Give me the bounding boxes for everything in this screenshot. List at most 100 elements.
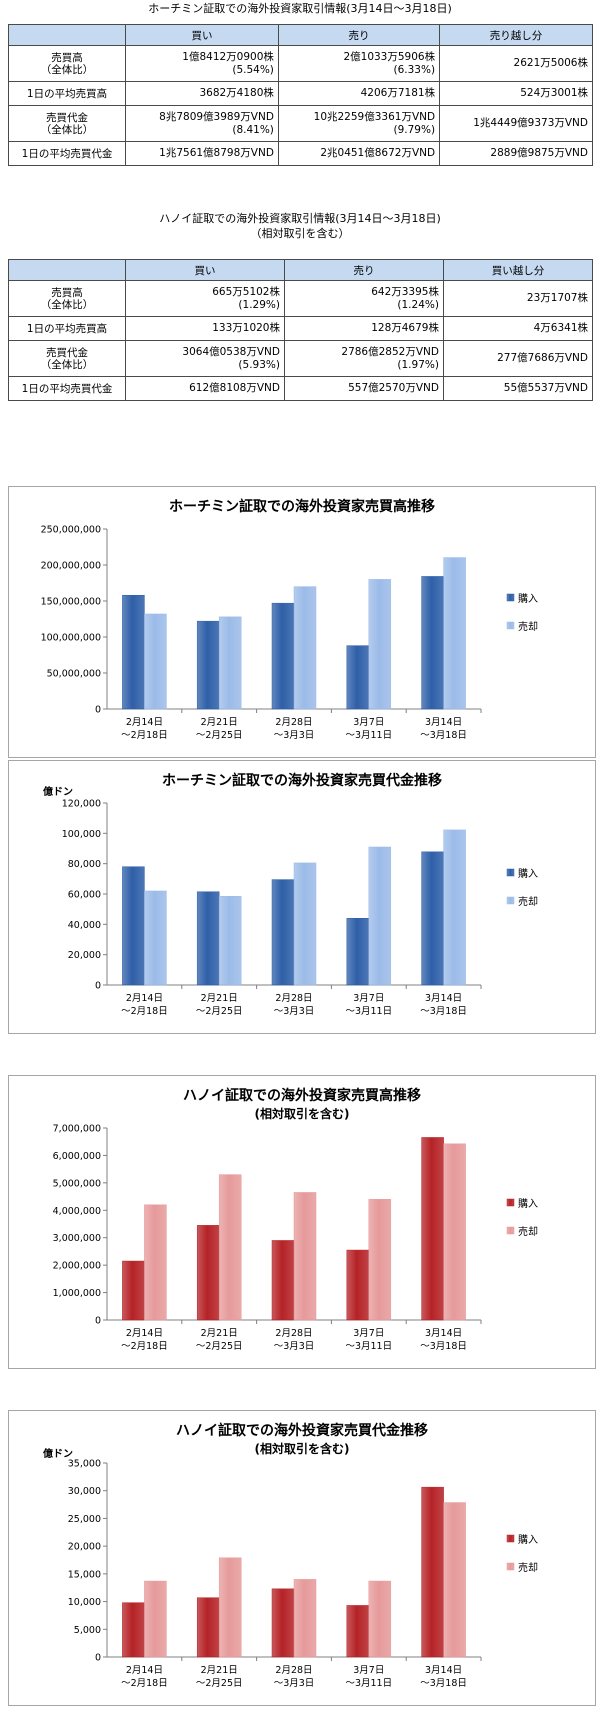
table-row: 売買高 （全体比） 665万5102株 (1.29%) 642万3395株 (1.24… xyxy=(8,280,594,317)
y-tick-label: 4,000,000 xyxy=(53,1206,101,1217)
legend-swatch xyxy=(506,1562,515,1571)
x-tick-label: 2月14日 xyxy=(126,1665,163,1676)
bar-buy xyxy=(346,918,370,986)
legend-swatch xyxy=(506,621,515,630)
x-tick-label: ～2月18日 xyxy=(121,1341,168,1352)
bar-sell xyxy=(144,1580,167,1658)
y-tick-label: 30,000 xyxy=(68,1486,101,1497)
x-tick-label: 2月14日 xyxy=(126,717,163,728)
y-tick-label: 100,000 xyxy=(62,829,101,840)
bar-sell xyxy=(368,846,392,986)
x-tick-label: 3月7日 xyxy=(353,1328,384,1339)
x-tick-label: 3月7日 xyxy=(353,1665,384,1676)
y-tick-label: 0 xyxy=(95,981,101,992)
x-tick-label: ～2月25日 xyxy=(196,1341,243,1352)
chart-hn-value-svg: ハノイ証取での海外投資家売買代金推移 (相対取引を含む) 億ドン 0 5,000 10,0… xyxy=(43,1422,538,1689)
bar-buy xyxy=(122,1260,145,1321)
bar-sell xyxy=(293,1192,317,1321)
x-tick-label: 3月7日 xyxy=(353,993,384,1004)
x-tick-label: ～2月18日 xyxy=(121,730,168,741)
col-header-net: 買い越し分 xyxy=(442,259,594,281)
bar-sell xyxy=(293,586,317,710)
x-tick-label: ～3月11日 xyxy=(345,1006,392,1017)
x-tick-label: 3月14日 xyxy=(425,1665,462,1676)
cell-net: 55億5537万VND xyxy=(442,376,594,401)
x-tick-label: 2月14日 xyxy=(126,993,163,1004)
cell-sell: 2億1033万5906株 (6.33%) xyxy=(277,45,441,82)
legend-swatch xyxy=(506,1534,515,1543)
x-tick-label: ～2月25日 xyxy=(196,730,243,741)
cell-net: 277億7686万VND xyxy=(442,340,594,377)
bar-buy xyxy=(122,594,145,710)
y-tick-label: 10,000 xyxy=(68,1597,101,1608)
bar-sell xyxy=(144,613,167,710)
bar-sell xyxy=(144,890,167,986)
col-header-buy: 買い xyxy=(125,259,285,281)
chart-title: ハノイ証取での海外投資家売買代金推移 xyxy=(176,1422,428,1439)
x-tick-label: 2月28日 xyxy=(275,1665,312,1676)
y-tick-label: 15,000 xyxy=(68,1569,101,1580)
chart-hcm-volume: ホーチミン証取での海外投資家売買高推移 0 50,000,000 100,000,00… xyxy=(8,486,596,758)
x-tick-label: 2月28日 xyxy=(275,1328,312,1339)
x-tick-label: ～3月11日 xyxy=(345,1678,392,1689)
legend-swatch xyxy=(506,1198,515,1207)
legend-label: 購入 xyxy=(518,1197,538,1210)
x-tick-label: 3月14日 xyxy=(425,1328,462,1339)
bar-sell xyxy=(368,579,392,710)
legend-label: 購入 xyxy=(518,592,538,605)
y-tick-label: 200,000,000 xyxy=(41,561,101,572)
legend-label: 売却 xyxy=(518,1561,538,1574)
y-tick-label: 60,000 xyxy=(68,890,101,901)
chart-title: ホーチミン証取での海外投資家売買代金推移 xyxy=(162,772,442,789)
x-tick-label: ～3月11日 xyxy=(345,730,392,741)
y-tick-label: 0 xyxy=(95,1316,101,1327)
row-label: 売買高 （全体比） xyxy=(8,45,126,82)
row-label: 1日の平均売買高 xyxy=(8,81,126,106)
bar-buy xyxy=(122,1602,145,1658)
col-header-buy: 買い xyxy=(125,24,279,46)
y-tick-label: 100,000,000 xyxy=(41,633,101,644)
x-tick-label: ～2月18日 xyxy=(121,1006,168,1017)
bar-buy xyxy=(271,1240,295,1321)
bar-sell xyxy=(144,1204,167,1321)
bar-buy xyxy=(346,645,370,710)
chart-subtitle: (相対取引を含む) xyxy=(255,1106,350,1121)
y-tick-label: 2,000,000 xyxy=(53,1261,101,1272)
cell-net: 1兆4449億9373万VND xyxy=(439,105,593,142)
cell-buy: 3064億0538万VND (5.93%) xyxy=(125,340,285,377)
y-tick-label: 7,000,000 xyxy=(53,1124,101,1135)
chart-hcm-value: ホーチミン証取での海外投資家売買代金推移 億ドン 0 20,000 40,000 60,0… xyxy=(8,760,596,1034)
bar-buy xyxy=(421,576,444,710)
y-tick-label: 150,000,000 xyxy=(41,597,101,608)
chart-subtitle: (相対取引を含む) xyxy=(255,1441,350,1456)
bar-buy xyxy=(196,1597,220,1658)
y-tick-label: 0 xyxy=(95,1653,101,1664)
x-tick-label: 3月14日 xyxy=(425,717,462,728)
cell-net: 23万1707株 xyxy=(442,280,594,317)
x-tick-label: ～2月25日 xyxy=(196,1006,243,1017)
hcm-info-table: 買い 売り 売り越し分 売買高 （全体比） 1億8412万0900株 (5.54%)… xyxy=(8,24,593,166)
y-tick-label: 120,000 xyxy=(62,799,101,810)
legend-label: 購入 xyxy=(518,867,538,880)
x-tick-label: 2月21日 xyxy=(201,1665,238,1676)
hn-table-subtitle: （相対取引を含む） xyxy=(250,227,350,240)
chart-hcm-volume-svg: ホーチミン証取での海外投資家売買高推移 0 50,000,000 100,000,00… xyxy=(41,498,538,741)
bar-sell xyxy=(293,1579,317,1658)
cell-buy: 1兆7561億8798万VND xyxy=(125,141,279,166)
y-tick-label: 40,000 xyxy=(68,920,101,931)
bar-sell xyxy=(443,1502,466,1658)
y-tick-label: 6,000,000 xyxy=(53,1151,101,1162)
x-tick-label: ～3月18日 xyxy=(420,1006,467,1017)
cell-buy: 8兆7809億3989万VND (8.41%) xyxy=(125,105,279,142)
chart-title: ホーチミン証取での海外投資家売買高推移 xyxy=(169,498,435,515)
row-label: 1日の平均売買高 xyxy=(8,316,126,341)
hn-table-title: ハノイ証取での海外投資家取引情報(3月14日～3月18日) xyxy=(159,212,441,225)
bar-buy xyxy=(196,620,220,710)
x-tick-label: 2月14日 xyxy=(126,1328,163,1339)
chart-title: ハノイ証取での海外投資家売買高推移 xyxy=(183,1087,421,1104)
legend-swatch xyxy=(506,868,515,877)
bar-sell xyxy=(443,1143,466,1321)
y-tick-label: 250,000,000 xyxy=(41,525,101,536)
bar-buy xyxy=(122,866,145,986)
cell-buy: 612億8108万VND xyxy=(125,376,285,401)
